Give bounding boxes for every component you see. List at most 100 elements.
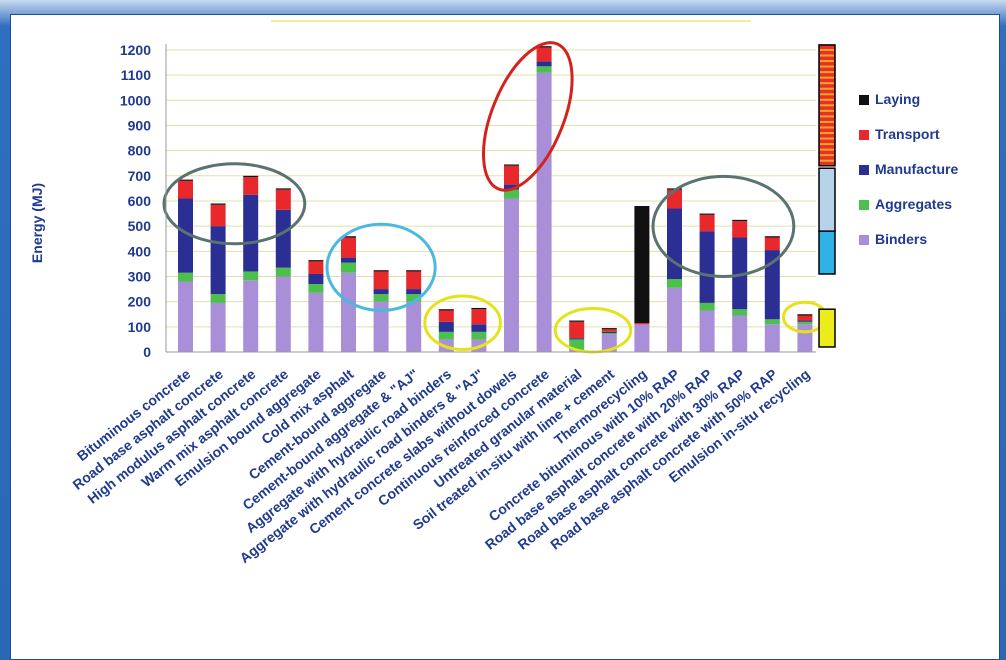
bar-segment-transport bbox=[275, 189, 291, 210]
bar-segment-transport bbox=[308, 261, 324, 274]
bar-segment-aggregates bbox=[178, 272, 193, 282]
bar-segment-laying bbox=[243, 175, 259, 178]
bar-segment-aggregates bbox=[764, 319, 780, 325]
group-rap-ellipse bbox=[651, 174, 796, 278]
bar-segment-laying bbox=[601, 328, 617, 330]
bar-segment-transport bbox=[243, 177, 259, 195]
bar-segment-aggregates bbox=[699, 302, 715, 311]
bar-segment-transport bbox=[634, 323, 650, 325]
bar-segment-aggregates bbox=[341, 262, 356, 273]
bar-segment-binders bbox=[667, 287, 682, 352]
bar-segment-aggregates bbox=[373, 294, 389, 302]
bar-segment-manufacture bbox=[732, 237, 748, 310]
bar-segment-aggregates bbox=[210, 294, 226, 303]
y-tick-label: 900 bbox=[128, 117, 152, 133]
bar-segment-transport bbox=[536, 47, 552, 62]
bar-segment-aggregates bbox=[569, 339, 585, 350]
bar-segment-manufacture bbox=[210, 226, 226, 295]
y-tick-label: 500 bbox=[128, 218, 152, 234]
bar-segment-binders bbox=[275, 276, 291, 352]
bar-segment-aggregates bbox=[308, 284, 324, 293]
bar-stacks bbox=[178, 46, 813, 352]
bar-segment-laying bbox=[308, 260, 324, 262]
bar-segment-laying bbox=[634, 206, 650, 324]
legend-label-laying: Laying bbox=[875, 91, 920, 107]
legend-swatch-laying bbox=[859, 95, 869, 105]
chart-panel: 0 100 200 300 400 500 600 700 800 900 1000 1100 1200… bbox=[10, 14, 1000, 660]
bar-segment-laying bbox=[341, 236, 356, 238]
gridlines bbox=[166, 49, 816, 353]
bar-segment-laying bbox=[438, 309, 454, 311]
bar-segment-laying bbox=[504, 164, 519, 166]
bar-segment-aggregates bbox=[797, 321, 813, 325]
bar-segment-binders bbox=[308, 292, 324, 352]
y-axis-label: Energy (MJ) bbox=[29, 183, 45, 263]
side-scale-bar bbox=[818, 44, 836, 348]
bar-segment-laying bbox=[764, 236, 780, 238]
bar-segment-laying bbox=[699, 213, 715, 215]
bar-segment-manufacture bbox=[438, 321, 454, 332]
group-cement-ellipse bbox=[325, 222, 437, 312]
energy-chart: 0 100 200 300 400 500 600 700 800 900 1000 1100 1200… bbox=[29, 20, 958, 566]
y-tick-label: 800 bbox=[128, 143, 152, 159]
legend-label-manufacture: Manufacture bbox=[875, 161, 958, 177]
group-hydraulic-ellipse bbox=[423, 294, 502, 351]
bar-segment-aggregates bbox=[504, 189, 519, 199]
cyan-band bbox=[818, 230, 836, 275]
y-tick-label: 1100 bbox=[121, 67, 152, 83]
bar-segment-manufacture bbox=[536, 61, 552, 67]
bar-segment-transport bbox=[699, 214, 715, 232]
lightblue-band bbox=[818, 167, 836, 232]
bar-segment-transport bbox=[797, 315, 813, 321]
bar-segment-manufacture bbox=[178, 198, 193, 273]
bar-segment-laying bbox=[275, 188, 291, 190]
y-tick-label: 1000 bbox=[120, 92, 151, 108]
yellow-band bbox=[818, 308, 836, 348]
bar-segment-laying bbox=[210, 203, 226, 205]
bar-segment-laying bbox=[406, 270, 422, 272]
y-tick-label: 0 bbox=[143, 344, 151, 360]
bar-segment-manufacture bbox=[373, 289, 389, 295]
bar-segment-transport bbox=[438, 310, 454, 322]
bar-segment-transport bbox=[732, 221, 748, 238]
bar-segment-aggregates bbox=[601, 333, 617, 335]
y-tick-label: 100 bbox=[128, 319, 152, 335]
bar-segment-transport bbox=[406, 271, 422, 290]
legend-swatch-transport bbox=[859, 130, 869, 140]
bar-segment-binders bbox=[764, 324, 780, 352]
highlight-ellipses bbox=[162, 41, 828, 354]
bar-segment-transport bbox=[764, 237, 780, 251]
bar-segment-binders bbox=[732, 315, 748, 352]
bar-segment-manufacture bbox=[764, 250, 780, 320]
bar-segment-transport bbox=[210, 204, 226, 227]
bar-segment-laying bbox=[536, 46, 552, 48]
bar-segment-transport bbox=[504, 165, 519, 185]
bar-segment-aggregates bbox=[732, 309, 748, 316]
legend-swatch-aggregates bbox=[859, 200, 869, 210]
y-tick-label: 200 bbox=[128, 294, 152, 310]
bar-segment-laying bbox=[471, 307, 487, 310]
bar-segment-binders bbox=[406, 301, 422, 352]
bar-segment-laying bbox=[569, 320, 585, 322]
y-tick-label: 600 bbox=[128, 193, 152, 209]
bar-segment-aggregates bbox=[536, 66, 552, 73]
bar-segment-aggregates bbox=[471, 331, 487, 340]
bar-segment-manufacture bbox=[243, 194, 259, 272]
bar-segment-aggregates bbox=[406, 294, 422, 302]
bar-segment-transport bbox=[373, 271, 389, 290]
bar-segment-manufacture bbox=[667, 208, 682, 280]
y-tick-label: 400 bbox=[128, 243, 152, 259]
bar-segment-transport bbox=[569, 321, 585, 339]
legend-swatch-binders bbox=[859, 235, 869, 245]
group-concrete-ellipse bbox=[482, 41, 574, 192]
group-granular-ellipse bbox=[553, 307, 633, 354]
bar-segment-manufacture bbox=[471, 324, 487, 332]
bar-segment-transport bbox=[341, 237, 356, 258]
bar-segment-laying bbox=[797, 314, 813, 316]
y-axis: 0 100 200 300 400 500 600 700 800 900 1000 1100 1200 bbox=[120, 42, 816, 360]
bar-segment-binders bbox=[210, 302, 226, 352]
legend-swatch-manufacture bbox=[859, 165, 869, 175]
bar-segment-binders bbox=[373, 301, 389, 352]
bar-segment-binders bbox=[243, 280, 259, 352]
legend-label-aggregates: Aggregates bbox=[875, 196, 952, 212]
